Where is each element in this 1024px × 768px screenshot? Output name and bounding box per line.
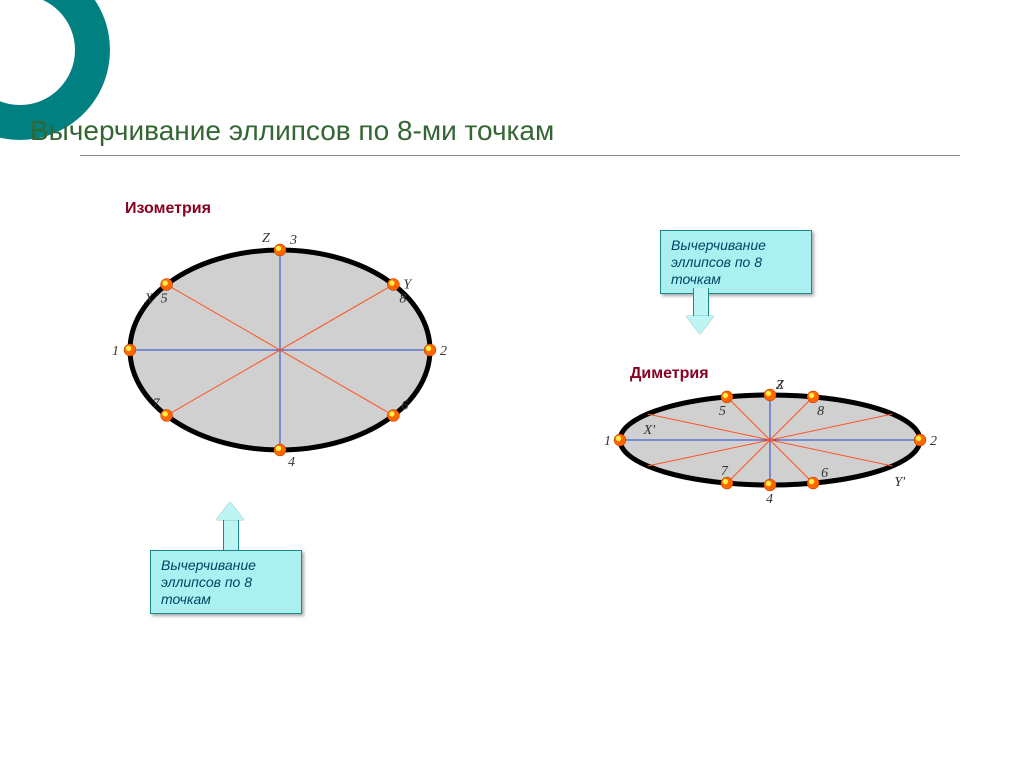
- svg-text:Z: Z: [262, 231, 270, 246]
- svg-text:3: 3: [289, 233, 297, 248]
- dim-callout-arrow-head: [686, 316, 714, 334]
- isometry-diagram: 1 2 3 4 5 6 7 8 Z X Y: [80, 190, 480, 510]
- svg-text:6: 6: [821, 466, 828, 481]
- svg-text:7: 7: [721, 464, 729, 479]
- svg-text:4: 4: [766, 492, 773, 507]
- iso-callout-arrow-stem: [223, 520, 239, 550]
- svg-text:4: 4: [288, 455, 295, 470]
- svg-text:Y: Y: [403, 278, 413, 293]
- title-underline: [80, 155, 960, 156]
- svg-text:1: 1: [112, 344, 119, 359]
- svg-text:X: X: [144, 292, 154, 307]
- svg-text:8: 8: [817, 404, 824, 419]
- dimetry-diagram: 12345678ZX'Y': [570, 330, 970, 550]
- dim-callout-arrow-stem: [693, 288, 709, 316]
- svg-text:Z: Z: [776, 378, 784, 393]
- page-title: Вычерчивание эллипсов по 8-ми точкам: [30, 115, 554, 147]
- svg-text:5: 5: [161, 292, 168, 307]
- svg-text:X': X': [643, 423, 657, 438]
- dim-callout: Вычерчивание эллипсов по 8 точкам: [660, 230, 812, 294]
- svg-text:2: 2: [440, 344, 447, 359]
- svg-text:1: 1: [604, 434, 611, 449]
- svg-text:7: 7: [153, 396, 161, 411]
- svg-text:8: 8: [399, 292, 406, 307]
- iso-callout: Вычерчивание эллипсов по 8 точкам: [150, 550, 302, 614]
- svg-text:6: 6: [401, 398, 408, 413]
- svg-text:2: 2: [930, 434, 937, 449]
- svg-text:5: 5: [719, 404, 726, 419]
- iso-callout-arrow-head: [216, 502, 244, 520]
- svg-text:Y': Y': [894, 475, 906, 490]
